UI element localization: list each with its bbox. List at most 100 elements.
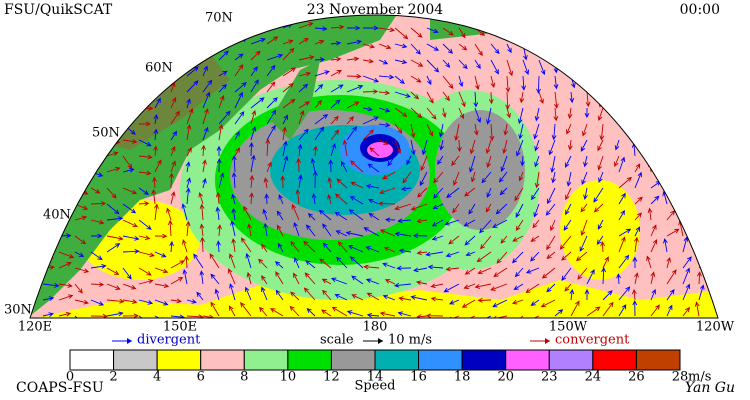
wind-vector [458, 107, 465, 120]
wind-vector [330, 99, 341, 109]
wind-vector [410, 139, 416, 156]
wind-vector [74, 155, 83, 165]
colorbar-swatch [548, 349, 594, 371]
wind-vector [442, 27, 454, 36]
wind-vector [58, 154, 70, 160]
wind-vector [517, 107, 524, 125]
wind-vector [545, 203, 556, 216]
wind-vector [231, 238, 237, 253]
wind-vector [505, 91, 511, 110]
wind-vector [154, 267, 169, 274]
lat-label: 40N [43, 208, 71, 223]
wind-vector [122, 91, 130, 103]
wind-vector [170, 276, 184, 285]
wind-vector [218, 95, 225, 109]
wind-vector [593, 187, 604, 203]
wind-vector [379, 311, 396, 317]
wind-vector [231, 193, 236, 205]
wind-vector [634, 236, 639, 253]
wind-vector [282, 39, 294, 45]
wind-vector [492, 299, 508, 308]
wind-vector [565, 187, 572, 201]
wind-vector [42, 75, 58, 82]
wind-vector [530, 251, 540, 262]
wind-vector [445, 251, 460, 258]
wind-vector [202, 91, 211, 109]
divergent-arrow [127, 338, 132, 344]
wind-vector [632, 300, 638, 317]
wind-vector [293, 272, 300, 285]
wind-vector [58, 262, 72, 269]
wind-vector [250, 154, 256, 173]
wind-vector [682, 267, 690, 285]
convergent-label: convergent [555, 333, 630, 348]
wind-vector [350, 181, 364, 189]
wind-vector [634, 100, 644, 109]
wind-vector [367, 198, 380, 205]
wind-vector [477, 297, 492, 303]
wind-vector [514, 187, 524, 202]
lat-label: 60N [145, 61, 173, 76]
wind-vector [202, 108, 209, 125]
wind-vector [234, 82, 247, 93]
wind-vector [680, 109, 686, 124]
wind-vector [666, 83, 678, 93]
wind-vector [492, 219, 508, 228]
wind-vector [490, 59, 499, 75]
wind-vector [506, 27, 515, 43]
wind-vector [294, 256, 300, 269]
wind-vector [106, 283, 121, 290]
wind-vector [90, 251, 103, 261]
wind-vector [170, 298, 182, 304]
wind-vector [546, 235, 556, 251]
wind-vector [470, 171, 476, 183]
wind-vector [532, 219, 540, 229]
colorbar-swatch [418, 349, 463, 371]
wind-vector [234, 53, 244, 61]
wind-vector [138, 139, 152, 147]
wind-vector [122, 267, 132, 280]
wind-vector [170, 260, 185, 269]
wind-vector [448, 299, 460, 305]
wind-vector [186, 314, 204, 318]
wind-vector [570, 300, 580, 317]
wind-vector [263, 222, 269, 237]
wind-vector [321, 278, 332, 285]
wind-vector [426, 107, 437, 120]
wind-vector [650, 224, 657, 237]
wind-vector [378, 27, 395, 33]
wind-vector [490, 43, 500, 55]
wind-vector [548, 139, 556, 156]
wind-vector [580, 139, 588, 152]
wind-vector [202, 126, 209, 141]
wind-vector [554, 43, 562, 59]
wind-vector [186, 33, 200, 45]
wind-vector [650, 17, 656, 29]
wind-vector [696, 78, 702, 93]
wind-vector [153, 128, 159, 141]
wind-vector [122, 203, 137, 214]
wind-vector [602, 256, 609, 269]
wind-vector [618, 254, 630, 269]
wind-vector [314, 114, 329, 125]
wind-vector [138, 22, 157, 29]
wind-vector [154, 159, 162, 173]
wind-vector [650, 33, 664, 45]
wind-vector [559, 235, 572, 250]
wind-vector [282, 114, 288, 125]
wind-vector [458, 91, 466, 108]
wind-vector [74, 123, 93, 129]
wind-vector [74, 91, 91, 100]
wind-vector [170, 314, 185, 318]
wind-vector [169, 240, 174, 253]
colorbar-swatch [243, 349, 289, 371]
wind-vector [531, 187, 540, 201]
wind-vector [567, 107, 573, 119]
wind-vector [122, 219, 138, 228]
wind-vector [650, 288, 656, 301]
wind-vector [464, 187, 476, 197]
wind-vector [410, 27, 423, 38]
wind-vector [378, 139, 389, 145]
wind-vector [464, 267, 476, 275]
wind-vector [198, 192, 204, 205]
